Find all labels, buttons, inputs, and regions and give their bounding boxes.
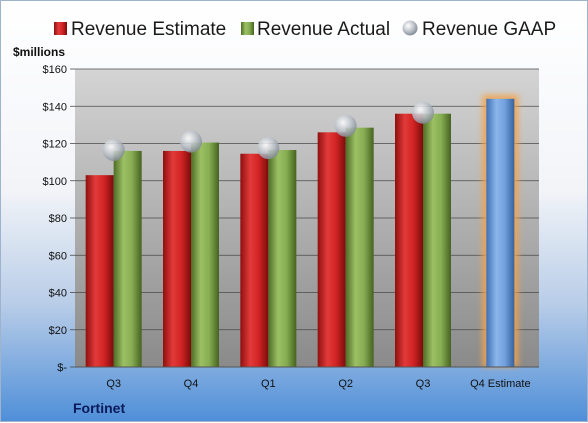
y-axis-ticks: $- $20 $40 $60 $80 $100 $120 $140 $160 [43,64,75,374]
y-tick-label: $- [57,362,67,374]
marker-revenue-gaap [180,130,202,153]
y-tick-label: $80 [49,213,67,225]
bar-revenue-estimate [85,175,114,367]
x-category-label: Q2 [338,378,353,390]
x-axis-labels: Q3 Q4 Q1 Q2 Q3 Q4 Estimate [106,378,530,390]
unit-label: $millions [13,45,65,59]
company-label: Fortinet [73,400,125,416]
bar-revenue-actual [345,127,374,367]
marker-revenue-gaap [257,137,280,160]
bar-revenue-actual [191,142,219,367]
gaap-markers [102,101,434,162]
marker-revenue-gaap [412,101,434,124]
x-category-label: Q3 [106,378,121,390]
y-tick-label: $140 [43,101,67,113]
bar-q4-estimate [486,98,515,368]
y-tick-label: $160 [43,64,67,76]
bars [85,94,519,368]
marker-revenue-gaap [102,139,125,162]
x-category-label: Q4 Estimate [470,378,531,390]
y-tick-label: $100 [43,176,67,188]
y-tick-label: $120 [43,139,67,151]
x-category-label: Q4 [184,378,199,390]
bar-revenue-estimate [163,150,191,367]
bar-revenue-actual [268,150,297,367]
x-category-label: Q3 [416,378,431,390]
y-tick-label: $60 [49,250,67,262]
bar-revenue-estimate [240,153,269,367]
legend-swatch-estimate [54,22,67,35]
legend: Revenue Estimate Revenue Actual Revenue … [54,19,556,40]
y-tick-label: $20 [49,325,67,337]
marker-revenue-gaap [334,114,357,137]
y-tick-label: $40 [49,288,67,300]
x-category-label: Q1 [261,378,276,390]
legend-swatch-actual [241,22,254,35]
legend-label-actual: Revenue Actual [257,19,390,40]
bar-revenue-estimate [395,113,423,367]
legend-label-estimate: Revenue Estimate [71,19,226,40]
legend-swatch-gaap [402,20,418,36]
bar-revenue-estimate [317,132,346,367]
gridlines [75,68,539,331]
bar-revenue-actual [113,150,142,367]
bar-revenue-actual [423,113,451,367]
legend-label-gaap: Revenue GAAP [422,19,556,40]
